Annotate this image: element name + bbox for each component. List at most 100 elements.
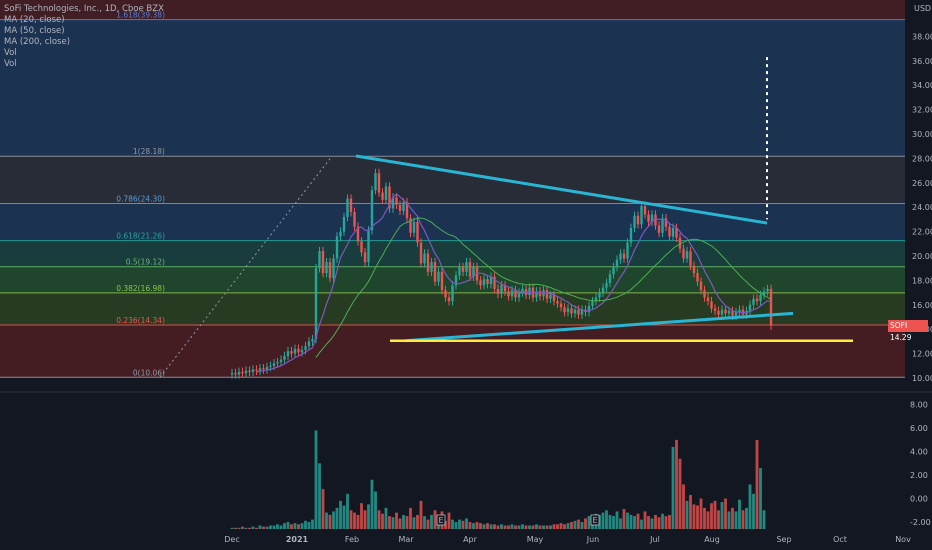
volume-bar-7 bbox=[255, 527, 258, 529]
candle-38 bbox=[363, 252, 367, 263]
candle-50 bbox=[405, 202, 409, 219]
volume-bar-24 bbox=[314, 430, 318, 529]
volume-bar-29 bbox=[332, 511, 335, 529]
volume-bar-51 bbox=[409, 507, 412, 529]
volume-bar-45 bbox=[388, 516, 391, 529]
time-tick-9: Sep bbox=[776, 535, 791, 544]
candle-120 bbox=[650, 214, 654, 222]
volume-bar-78 bbox=[503, 525, 507, 529]
price-tick-3: 32.00 bbox=[912, 106, 932, 115]
candle-68 bbox=[468, 262, 472, 277]
candle-134 bbox=[699, 281, 703, 291]
candle-85 bbox=[528, 287, 531, 296]
indicator-ma200[interactable]: MA (200, close) bbox=[4, 37, 71, 47]
candle-138 bbox=[713, 308, 717, 311]
volume-bar-95 bbox=[563, 524, 566, 529]
volume-bar-32 bbox=[342, 505, 346, 529]
candle-123 bbox=[661, 218, 664, 233]
candle-19 bbox=[297, 348, 300, 353]
candle-89 bbox=[542, 290, 545, 297]
candle-58 bbox=[433, 262, 437, 282]
volume-bar-110 bbox=[615, 511, 619, 529]
volume-bar-27 bbox=[325, 512, 328, 529]
volume-bar-20 bbox=[300, 523, 304, 529]
volume-bar-109 bbox=[612, 516, 615, 529]
volume-bar-152 bbox=[762, 510, 766, 529]
volume-bar-71 bbox=[479, 523, 482, 529]
candle-104 bbox=[594, 297, 598, 302]
volume-bar-74 bbox=[489, 524, 493, 529]
indicator-vol-2[interactable]: Vol bbox=[4, 59, 17, 69]
candle-64 bbox=[454, 275, 458, 286]
symbol-title[interactable]: SoFi Technologies, Inc., 1D, Cboe BZX bbox=[4, 4, 164, 14]
fib-band-3 bbox=[0, 240, 905, 267]
volume-bar-22 bbox=[307, 521, 311, 529]
volume-bar-151 bbox=[759, 468, 762, 529]
price-tick-0: 38.00 bbox=[912, 32, 932, 41]
volume-bar-122 bbox=[657, 517, 661, 529]
volume-bar-12 bbox=[272, 525, 276, 529]
candle-112 bbox=[622, 253, 626, 259]
candle-145 bbox=[738, 309, 741, 313]
volume-bar-148 bbox=[748, 484, 752, 529]
volume-bar-141 bbox=[724, 498, 727, 529]
candle-43 bbox=[381, 192, 384, 200]
candle-115 bbox=[633, 215, 636, 228]
candle-24 bbox=[314, 268, 318, 339]
volume-bar-63 bbox=[451, 519, 454, 529]
fib-band-6 bbox=[0, 325, 905, 378]
trend-drawings bbox=[159, 57, 853, 378]
candle-40 bbox=[370, 190, 374, 231]
volume-bar-9 bbox=[262, 526, 265, 529]
volume-bar-73 bbox=[486, 523, 489, 529]
volume-bar-70 bbox=[475, 521, 479, 529]
indicator-ma20[interactable]: MA (20, close) bbox=[4, 15, 65, 25]
candle-14 bbox=[279, 359, 283, 363]
candle-150 bbox=[755, 298, 759, 302]
volume-bar-50 bbox=[405, 516, 409, 529]
candle-26 bbox=[321, 251, 325, 274]
volume-bar-34 bbox=[349, 510, 353, 529]
volume-bar-28 bbox=[328, 514, 332, 529]
volume-bar-44 bbox=[384, 507, 388, 529]
fib-label-1: 1(28.18) bbox=[133, 147, 165, 156]
candle-65 bbox=[458, 266, 461, 276]
volume-bar-23 bbox=[311, 519, 314, 529]
fib-band-top bbox=[0, 0, 905, 20]
earnings-label-0: E bbox=[438, 516, 443, 525]
candle-29 bbox=[332, 258, 335, 278]
volume-tick-3: 2.00 bbox=[910, 471, 928, 480]
candle-34 bbox=[349, 198, 353, 213]
volume-bar-113 bbox=[626, 512, 629, 529]
price-tick-6: 26.00 bbox=[912, 179, 932, 188]
candle-35 bbox=[353, 212, 356, 227]
volume-bar-108 bbox=[608, 514, 612, 529]
time-tick-6: Jun bbox=[586, 535, 600, 544]
volume-bar-93 bbox=[556, 524, 559, 529]
volume-bar-115 bbox=[633, 516, 636, 529]
candle-129 bbox=[682, 248, 685, 259]
volume-bar-77 bbox=[500, 524, 503, 529]
candle-27 bbox=[325, 262, 328, 274]
candle-1 bbox=[234, 373, 237, 375]
fib-band-0 bbox=[0, 19, 905, 157]
volume-bar-87 bbox=[535, 524, 538, 529]
fib-band-1 bbox=[0, 156, 905, 204]
candle-99 bbox=[577, 309, 580, 315]
candle-15 bbox=[283, 356, 286, 360]
candle-103 bbox=[591, 301, 594, 307]
time-tick-10: Oct bbox=[833, 535, 847, 544]
fib-label-3: 0.618(21.26) bbox=[116, 232, 165, 241]
candle-13 bbox=[276, 362, 279, 364]
volume-bar-17 bbox=[290, 524, 293, 529]
volume-bar-82 bbox=[517, 525, 521, 529]
candle-49 bbox=[402, 202, 405, 211]
currency-label[interactable]: USD bbox=[914, 4, 932, 13]
volume-bar-136 bbox=[706, 511, 710, 529]
volume-bar-143 bbox=[731, 507, 734, 529]
price-tick-7: 24.00 bbox=[912, 203, 932, 212]
indicator-ma50[interactable]: MA (50, close) bbox=[4, 26, 65, 36]
indicator-vol[interactable]: Vol bbox=[4, 48, 17, 58]
volume-bar-35 bbox=[353, 512, 356, 529]
